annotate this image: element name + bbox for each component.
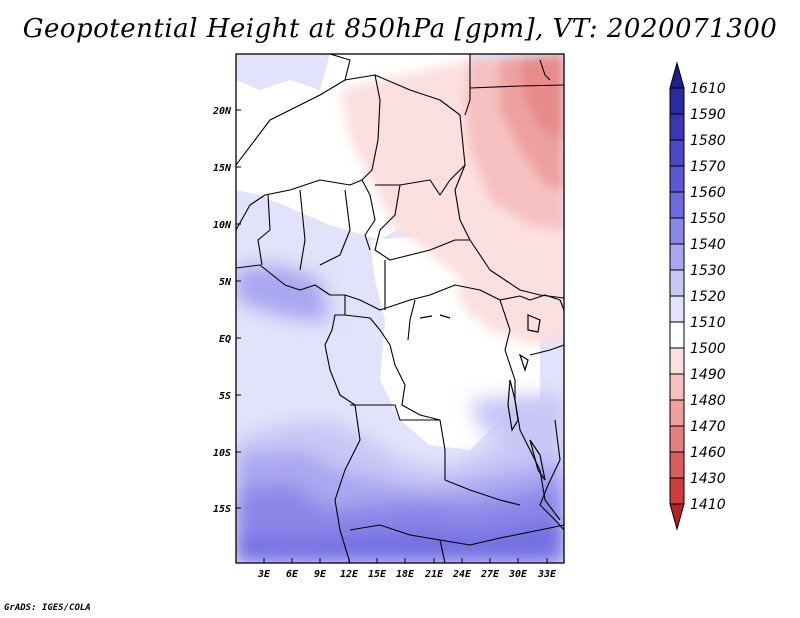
colorbar-label: 1530 <box>690 263 726 279</box>
lon-ticks <box>263 558 548 563</box>
colorbar-cap-bottom <box>669 503 685 531</box>
colorbar-label: 1500 <box>690 341 726 357</box>
lat-label: 5S <box>219 391 231 402</box>
lat-labels: 20N 15N 10N 5N EQ 5S 10S 15S <box>212 106 232 515</box>
colorbar-bin <box>669 347 685 375</box>
lon-label: 30E <box>508 569 528 580</box>
lon-label: 27E <box>480 569 500 580</box>
lat-label: 15N <box>213 163 232 174</box>
lon-label: 21E <box>424 569 444 580</box>
colorbar-label: 1560 <box>690 185 726 201</box>
lon-label: 12E <box>340 569 359 580</box>
lat-label: 10N <box>213 220 232 231</box>
colorbar-label: 1480 <box>690 393 726 409</box>
map-frame <box>235 53 565 564</box>
colorbar-label: 1460 <box>690 445 726 461</box>
lat-label: 20N <box>212 106 232 117</box>
colorbar-bin <box>669 87 685 115</box>
height-field <box>236 54 564 563</box>
colorbar-label: 1490 <box>690 367 726 383</box>
colorbar-bin <box>669 321 685 349</box>
lat-label: 10S <box>213 448 231 459</box>
lon-label: 9E <box>314 569 327 580</box>
colorbar-bin <box>669 451 685 479</box>
lon-label: 18E <box>396 569 415 580</box>
colorbar-bin <box>669 191 685 219</box>
lon-label: 15E <box>368 569 387 580</box>
colorbar-label: 1510 <box>690 315 726 331</box>
colorbar-bin <box>669 477 685 505</box>
lat-label: EQ <box>219 334 231 345</box>
colorbar-bin <box>669 113 685 141</box>
country-borders <box>236 54 564 563</box>
colorbar-label: 1410 <box>690 497 726 513</box>
colorbar-bin <box>669 295 685 323</box>
colorbar-label: 1590 <box>690 107 726 123</box>
colorbar-bin <box>669 425 685 453</box>
colorbar-bin <box>669 243 685 271</box>
lat-label: 15S <box>213 504 231 515</box>
lat-ticks <box>236 109 241 509</box>
colorbar-label: 1430 <box>690 471 726 487</box>
colorbar: 1610 1590 1580 1570 1560 1550 1540 1530 1520 1510… <box>669 61 726 531</box>
colorbar-label: 1540 <box>690 237 726 253</box>
colorbar-bin <box>669 139 685 167</box>
lon-labels: 3E 6E 9E 12E 15E 18E 21E 24E 27E 30E 33E <box>257 569 557 580</box>
colorbar-label: 1580 <box>690 133 726 149</box>
lakes <box>419 314 546 481</box>
lon-label: 24E <box>452 569 472 580</box>
colorbar-label: 1610 <box>690 81 726 97</box>
grads-credit: GrADS: IGES/COLA <box>4 603 91 613</box>
colorbar-bin <box>669 269 685 297</box>
colorbar-label: 1470 <box>690 419 726 435</box>
lat-label: 5N <box>219 277 232 288</box>
colorbar-label: 1520 <box>690 289 726 305</box>
lon-label: 6E <box>286 569 299 580</box>
colorbar-cap-top <box>669 61 685 89</box>
colorbar-bin <box>669 165 685 193</box>
map-title: Geopotential Height at 850hPa [gpm], VT:… <box>22 14 778 44</box>
colorbar-bin <box>669 217 685 245</box>
lon-label: 3E <box>257 569 271 580</box>
lon-label: 33E <box>537 569 557 580</box>
colorbar-bin <box>669 373 685 401</box>
colorbar-bin <box>669 399 685 427</box>
colorbar-label: 1550 <box>690 211 726 227</box>
colorbar-label: 1570 <box>690 159 726 175</box>
